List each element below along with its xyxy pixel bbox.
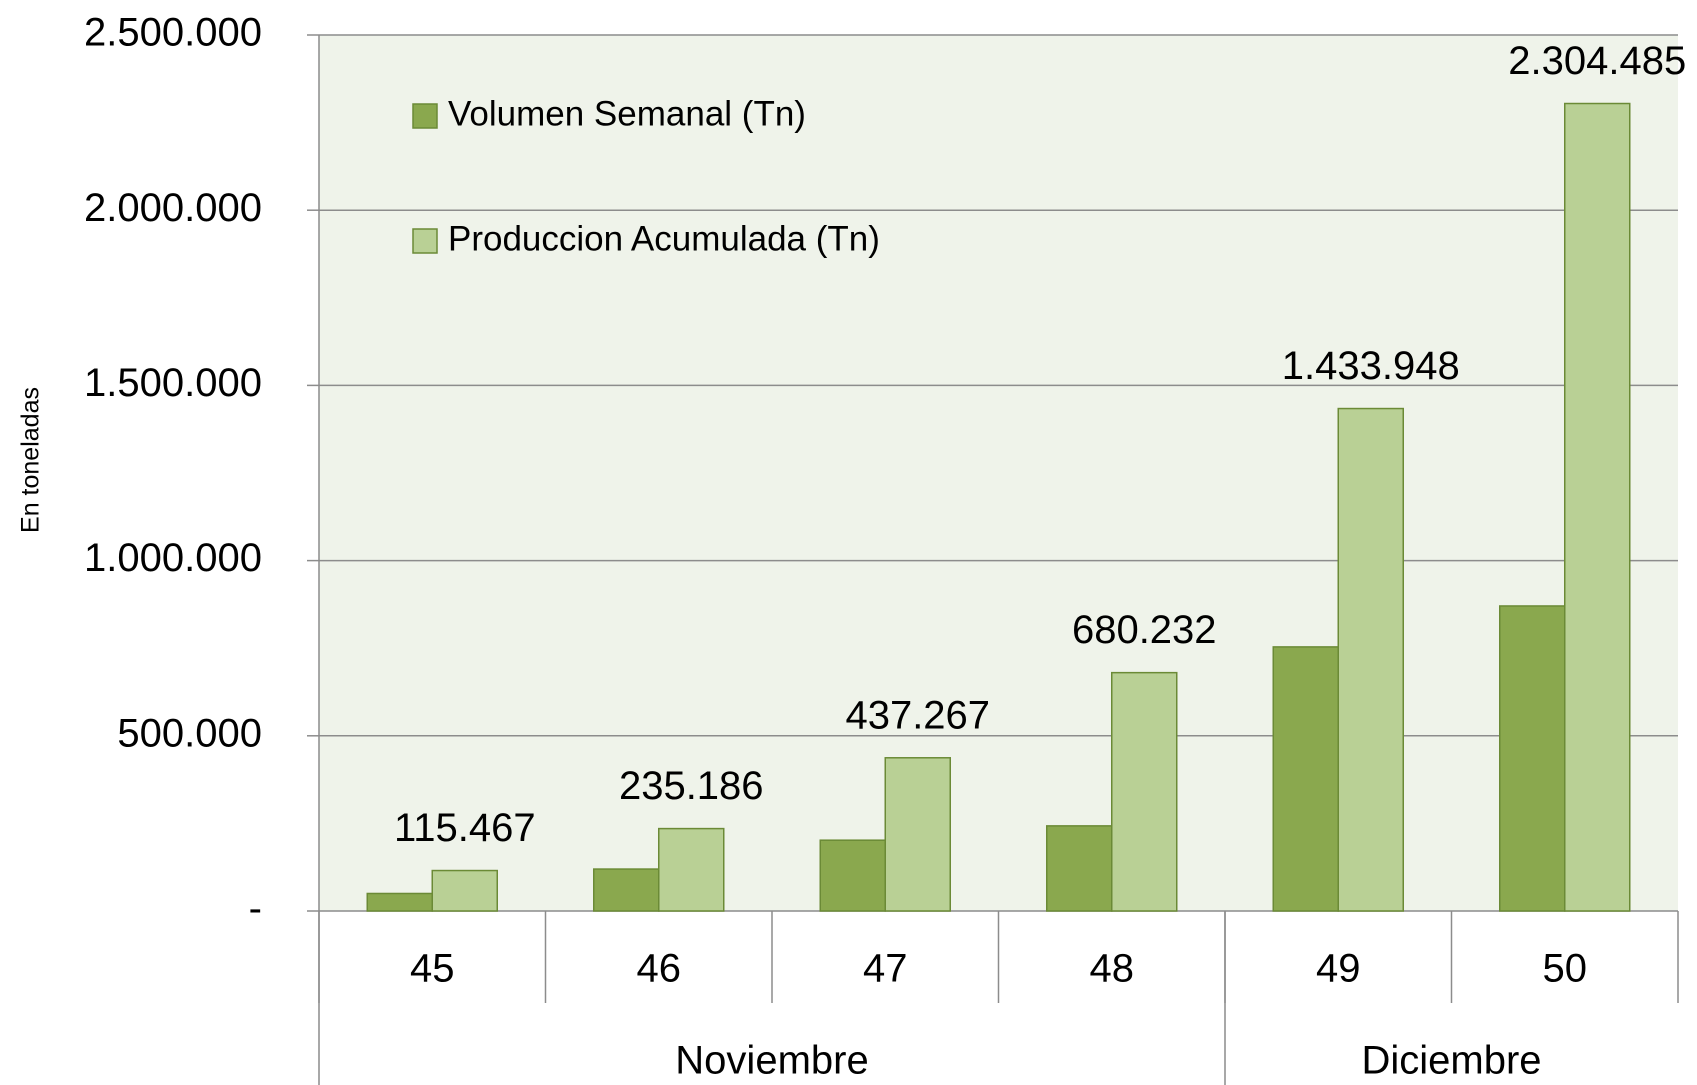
- plot-background: [319, 35, 1678, 911]
- legend-swatch: [412, 228, 438, 254]
- bar: [1272, 646, 1339, 912]
- bar: [1046, 825, 1113, 912]
- data-label: 680.232: [1072, 608, 1217, 652]
- y-tick-label: 2.000.000: [84, 186, 262, 230]
- bar: [593, 868, 660, 912]
- data-label: 1.433.948: [1282, 344, 1460, 388]
- legend-swatch: [412, 103, 438, 129]
- bar: [819, 839, 886, 912]
- x-tick-label: 47: [863, 947, 908, 991]
- bar: [366, 892, 433, 912]
- data-label: 437.267: [845, 693, 990, 737]
- x-tick-label: 50: [1543, 947, 1588, 991]
- x-tick-label: 49: [1316, 947, 1361, 991]
- x-tick-label: 45: [410, 947, 455, 991]
- y-tick-label: 2.500.000: [84, 11, 262, 55]
- bar: [884, 757, 951, 912]
- x-tick-label: 48: [1090, 947, 1135, 991]
- bar: [1499, 605, 1566, 912]
- bar: [658, 827, 725, 912]
- y-tick-label: 1.500.000: [84, 361, 262, 405]
- y-tick-label: 500.000: [117, 711, 262, 755]
- data-label: 235.186: [619, 764, 764, 808]
- data-label: 115.467: [394, 806, 536, 850]
- bar: [431, 869, 498, 912]
- group-label: Noviembre: [675, 1039, 868, 1083]
- bar: [1337, 407, 1404, 912]
- y-tick-label: -: [249, 887, 262, 931]
- bar: [1111, 671, 1178, 912]
- group-label: Diciembre: [1361, 1039, 1541, 1083]
- x-tick-label: 46: [637, 947, 682, 991]
- data-label: 2.304.485: [1508, 39, 1686, 83]
- legend-label: Volumen Semanal (Tn): [448, 94, 806, 133]
- legend-label: Produccion Acumulada (Tn): [448, 219, 880, 258]
- bar: [1564, 102, 1631, 912]
- y-axis-title: En toneladas: [17, 387, 45, 533]
- y-tick-label: 1.000.000: [84, 536, 262, 580]
